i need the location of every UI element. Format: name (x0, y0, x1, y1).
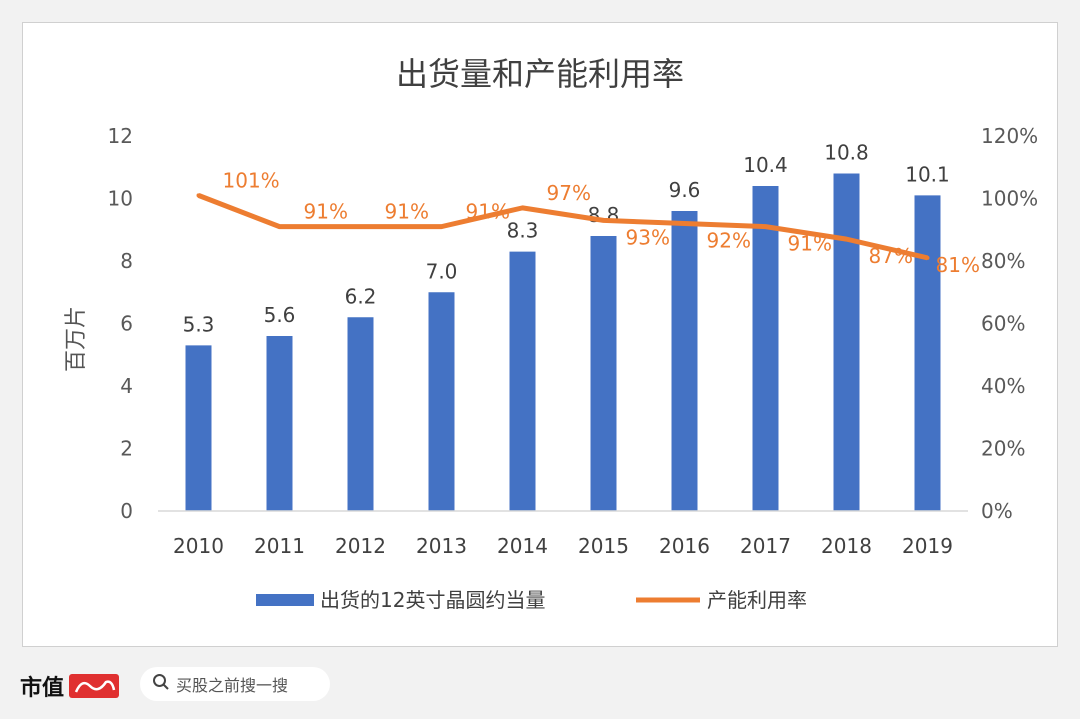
bar-data-label: 10.1 (905, 162, 950, 186)
bar (266, 336, 293, 511)
line-data-label: 81% (936, 253, 980, 277)
bar (833, 173, 860, 511)
line-point (682, 221, 687, 226)
bar (428, 292, 455, 511)
x-tick-label: 2012 (335, 534, 386, 558)
y2-tick-label: 120% (981, 124, 1038, 148)
line-series: 101% 91% 91% 91% 97% 93% 92% 91% 87% 81% (196, 168, 980, 277)
y-tick-label: 0 (120, 499, 133, 523)
line-data-label: 91% (788, 232, 832, 256)
y-tick-label: 10 (108, 187, 133, 211)
x-tick-label: 2010 (173, 534, 224, 558)
legend-swatch-bars (256, 594, 314, 606)
line-data-label: 97% (547, 181, 591, 205)
brand-text: 市值 (20, 675, 65, 701)
bar (590, 236, 617, 511)
line-point (196, 193, 201, 198)
search-icon (152, 673, 170, 695)
bar-data-label: 5.3 (183, 312, 215, 336)
line-point (358, 224, 363, 229)
y-tick-label: 12 (108, 124, 133, 148)
line-point (925, 255, 930, 260)
line-point (601, 218, 606, 223)
y-axis-label: 百万片 (64, 306, 89, 372)
chart-title: 出货量和产能利用率 (396, 55, 684, 93)
legend-label-line: 产能利用率 (707, 588, 807, 612)
brand-logo-icon (68, 672, 120, 700)
x-tick-label: 2018 (821, 534, 872, 558)
line-data-label: 87% (869, 244, 913, 268)
y-tick-label: 6 (120, 312, 133, 336)
x-tick-label: 2013 (416, 534, 467, 558)
footer: 市值 买股之前搜一搜 (0, 650, 1080, 719)
line-path (197, 193, 929, 261)
line-point (277, 224, 282, 229)
x-tick-label: 2016 (659, 534, 710, 558)
chart-card: 出货量和产能利用率 百万片 5.3 5.6 6.2 7.0 8.3 8.8 9.6 10.4 1… (22, 22, 1058, 647)
y2-tick-label: 60% (981, 312, 1025, 336)
line-point (763, 224, 768, 229)
line-point (520, 205, 525, 210)
bar (509, 251, 536, 511)
bar-data-label: 8.8 (588, 203, 620, 227)
x-tick-label: 2011 (254, 534, 305, 558)
y-tick-label: 4 (120, 374, 133, 398)
legend-label-bars: 出货的12英寸晶圆约当量 (320, 588, 545, 612)
bar (671, 211, 698, 511)
line-point (844, 237, 849, 242)
line-data-label: 91% (304, 200, 348, 224)
bar-data-label: 10.8 (824, 141, 869, 165)
y2-tick-label: 20% (981, 437, 1025, 461)
bar-data-label: 9.6 (669, 178, 701, 202)
y2-tick-label: 40% (981, 374, 1025, 398)
line-data-label: 93% (626, 225, 670, 249)
search-bar[interactable]: 买股之前搜一搜 (140, 667, 330, 701)
y2-tick-label: 80% (981, 249, 1025, 273)
x-tick-label: 2015 (578, 534, 629, 558)
bar (185, 345, 212, 511)
bar-data-label: 6.2 (345, 284, 377, 308)
x-tick-label: 2014 (497, 534, 548, 558)
bar-data-label: 5.6 (264, 303, 296, 327)
bar (914, 195, 941, 511)
bar-data-label: 10.4 (743, 153, 788, 177)
bar-series: 5.3 5.6 6.2 7.0 8.3 8.8 9.6 10.4 10.8 10.1 (183, 141, 950, 511)
bar (347, 317, 374, 511)
line-data-label: 91% (385, 200, 429, 224)
line-data-label: 92% (707, 229, 751, 253)
bar-data-label: 7.0 (426, 259, 458, 283)
y2-tick-label: 0% (981, 499, 1013, 523)
line-data-label: 91% (466, 200, 510, 224)
chart: 出货量和产能利用率 百万片 5.3 5.66.27.08.38.89.610.41… (64, 55, 1039, 612)
y-tick-label: 8 (120, 249, 133, 273)
bar (752, 186, 779, 511)
bar-data-label: 8.3 (507, 219, 539, 243)
x-tick-label: 2019 (902, 534, 953, 558)
legend: 出货的12英寸晶圆约当量 产能利用率 (256, 588, 807, 612)
search-placeholder: 买股之前搜一搜 (176, 676, 289, 695)
brand[interactable]: 市值 (20, 670, 120, 702)
y-tick-label: 2 (120, 437, 133, 461)
line-data-label: 101% (223, 168, 280, 192)
y2-tick-label: 100% (981, 187, 1038, 211)
line-point (439, 224, 444, 229)
x-tick-label: 2017 (740, 534, 791, 558)
